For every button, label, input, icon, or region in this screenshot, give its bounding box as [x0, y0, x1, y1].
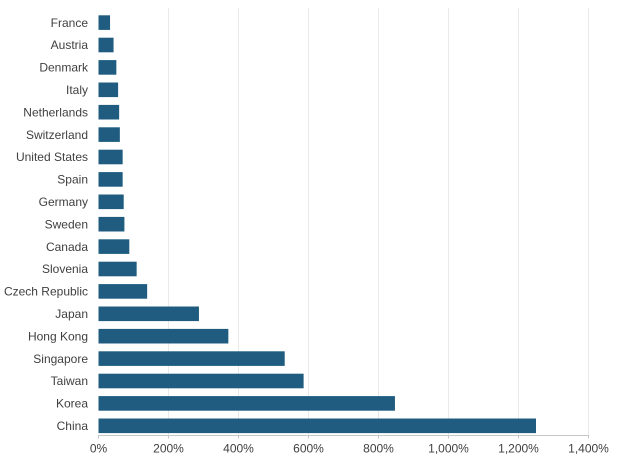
bar [98, 239, 130, 254]
bar [98, 82, 119, 98]
bar [98, 60, 117, 75]
category-label: Spain [57, 173, 88, 187]
bar [98, 418, 536, 434]
category-label: Czech Republic [4, 285, 88, 299]
category-label: Italy [66, 83, 88, 97]
category-label: Denmark [39, 61, 89, 75]
bar [98, 261, 137, 277]
category-label: Switzerland [26, 128, 88, 142]
category-label: United States [16, 150, 88, 164]
category-label: Japan [55, 307, 88, 321]
bar [98, 396, 395, 411]
category-label: Taiwan [51, 374, 88, 388]
category-label: China [57, 419, 89, 433]
bar [98, 15, 111, 30]
bar [98, 104, 120, 120]
category-label: Netherlands [23, 105, 88, 119]
x-tick-label: 0% [90, 442, 108, 456]
category-label: Canada [46, 240, 88, 254]
bar [98, 306, 199, 322]
bar [98, 284, 148, 299]
x-tick-label: 800% [363, 442, 394, 456]
bar [98, 172, 123, 187]
x-tick-label: 1,400% [568, 442, 609, 456]
category-label: France [51, 16, 89, 30]
x-tick-label: 1,200% [498, 442, 539, 456]
x-tick-label: 600% [293, 442, 324, 456]
category-label: Korea [56, 397, 88, 411]
x-tick-label: 400% [223, 442, 254, 456]
bar [98, 149, 123, 165]
x-tick-label: 1,000% [428, 442, 469, 456]
category-label: Singapore [33, 352, 88, 366]
category-label: Sweden [45, 217, 88, 231]
x-tick-label: 200% [153, 442, 184, 456]
bar [98, 127, 120, 142]
bar [98, 216, 125, 232]
bar [98, 373, 304, 389]
bar [98, 37, 114, 53]
category-label: Germany [39, 195, 88, 209]
bar [98, 351, 285, 366]
category-label: Austria [51, 38, 89, 52]
category-label: Hong Kong [28, 329, 88, 343]
bar [98, 194, 124, 210]
bar [98, 328, 229, 344]
category-label: Slovenia [42, 262, 88, 276]
